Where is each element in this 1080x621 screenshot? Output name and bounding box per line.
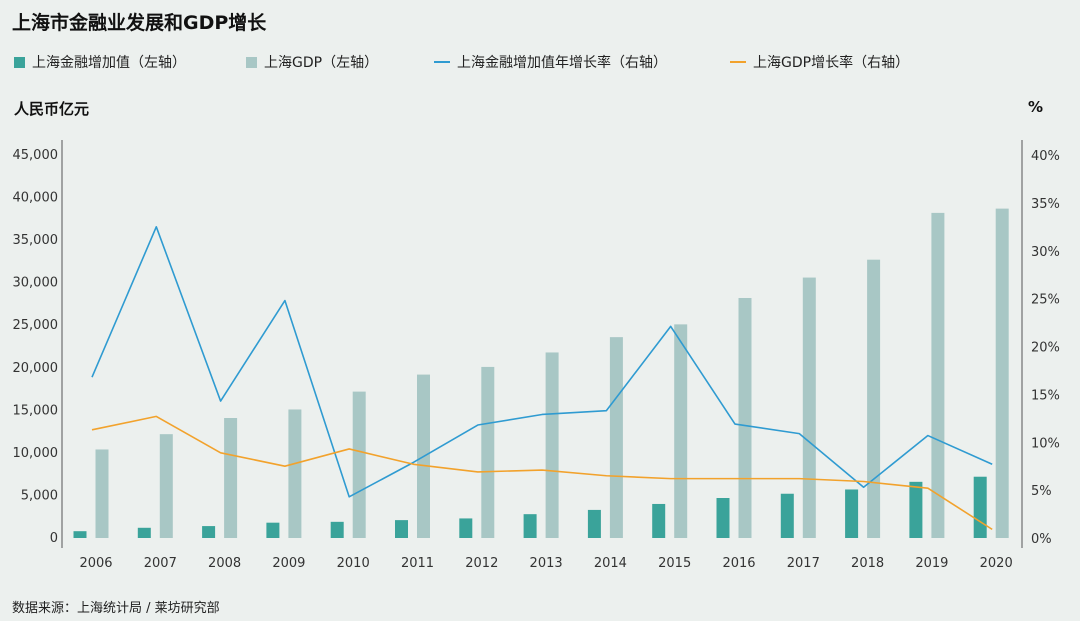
legend-label-gdp-growth: 上海GDP增长率（右轴）: [753, 55, 910, 71]
x-tick-label: 2015: [658, 556, 691, 571]
bar-gdp: [288, 409, 302, 538]
bar-gdp: [545, 352, 559, 538]
right-axis-unit: %: [1028, 98, 1044, 116]
x-tick-label: 2017: [787, 556, 820, 571]
right-tick-label: 25%: [1031, 293, 1060, 308]
x-tick-label: 2012: [465, 556, 498, 571]
left-tick-label: 35,000: [13, 233, 59, 248]
legend-label-finance-value: 上海金融增加值（左轴）: [32, 55, 186, 71]
x-tick-label: 2013: [530, 556, 563, 571]
legend-swatch-gdp-growth: [730, 61, 746, 63]
left-tick-label: 40,000: [13, 191, 59, 206]
bar-gdp: [738, 297, 752, 538]
legend-item-finance-value: 上海金融增加值（左轴）: [14, 52, 186, 72]
bar-gdp: [95, 449, 109, 538]
bar-finance-value: [266, 522, 280, 538]
bar-gdp: [224, 417, 238, 538]
x-tick-label: 2014: [594, 556, 627, 571]
left-tick-label: 0: [50, 531, 58, 546]
bar-finance-value: [716, 497, 730, 538]
legend-swatch-gdp: [246, 56, 257, 68]
bar-finance-value: [652, 503, 666, 538]
axes: [61, 140, 1023, 548]
bar-gdp: [931, 212, 945, 538]
left-tick-label: 20,000: [13, 361, 59, 376]
bar-gdp: [995, 208, 1009, 538]
bar-finance-value: [523, 514, 537, 538]
x-tick-label: 2008: [208, 556, 241, 571]
right-tick-label: 10%: [1031, 436, 1060, 451]
legend-item-gdp: 上海GDP（左轴）: [246, 52, 378, 72]
bar-gdp: [159, 434, 173, 538]
right-tick-label: 0%: [1031, 532, 1052, 547]
legend-label-finance-growth: 上海金融增加值年增长率（右轴）: [457, 55, 667, 71]
bar-finance-value: [973, 476, 987, 538]
lines: [91, 226, 993, 531]
bar-finance-value: [395, 520, 408, 538]
bar-finance-value: [587, 509, 601, 538]
right-tick-label: 5%: [1031, 484, 1052, 499]
right-tick-label: 20%: [1031, 341, 1060, 356]
legend-swatch-finance-growth: [434, 61, 450, 63]
right-tick-label: 40%: [1031, 149, 1060, 164]
bar-gdp: [802, 277, 816, 538]
bar-finance-value: [845, 489, 859, 538]
left-tick-label: 10,000: [13, 446, 59, 461]
x-tick-label: 2010: [337, 556, 370, 571]
legend-item-finance-growth: 上海金融增加值年增长率（右轴）: [434, 52, 667, 72]
left-tick-label: 45,000: [13, 148, 59, 163]
bar-gdp: [867, 259, 881, 538]
bar-finance-value: [137, 527, 151, 538]
bar-finance-value: [330, 521, 344, 538]
legend-swatch-finance-value: [14, 56, 25, 68]
bar-gdp: [674, 324, 688, 538]
bar-gdp: [481, 366, 495, 538]
bar-gdp: [609, 337, 623, 538]
bars: [73, 208, 1009, 538]
left-tick-label: 5,000: [21, 488, 58, 503]
x-tick-label: 2009: [272, 556, 305, 571]
right-tick-label: 30%: [1031, 245, 1060, 260]
x-tick-label: 2006: [79, 556, 112, 571]
x-tick-label: 2020: [980, 556, 1013, 571]
bar-finance-value: [909, 481, 923, 538]
bar-finance-value: [202, 526, 216, 538]
right-tick-label: 15%: [1031, 388, 1060, 403]
x-tick-label: 2016: [722, 556, 755, 571]
bar-finance-value: [780, 493, 794, 538]
x-tick-label: 2011: [401, 556, 434, 571]
data-source: 数据来源：上海统计局 / 莱坊研究部: [12, 601, 220, 616]
bar-finance-value: [73, 531, 87, 538]
left-tick-label: 25,000: [13, 318, 59, 333]
x-tick-label: 2018: [851, 556, 884, 571]
x-tick-label: 2019: [915, 556, 948, 571]
chart-title: 上海市金融业发展和GDP增长: [12, 12, 267, 34]
left-tick-label: 30,000: [13, 276, 59, 291]
legend-item-gdp-growth: 上海GDP增长率（右轴）: [730, 52, 909, 72]
bar-gdp: [352, 391, 366, 538]
x-axis-labels: 2006 2007 2008 2009 2010 2011 2012 2013 2014 2015…: [79, 556, 1012, 571]
right-tick-label: 35%: [1031, 197, 1060, 212]
bar-finance-value: [459, 518, 473, 538]
legend-label-gdp: 上海GDP（左轴）: [264, 55, 379, 71]
right-axis-labels: 0% 5% 10% 15% 20% 25% 30% 35% 40%: [1031, 149, 1060, 547]
left-axis-labels: 0 5,000 10,000 15,000 20,000 25,000 30,000 35,0…: [13, 148, 59, 546]
x-tick-label: 2007: [144, 556, 177, 571]
left-axis-unit: 人民币亿元: [14, 100, 90, 118]
left-tick-label: 15,000: [13, 403, 59, 418]
